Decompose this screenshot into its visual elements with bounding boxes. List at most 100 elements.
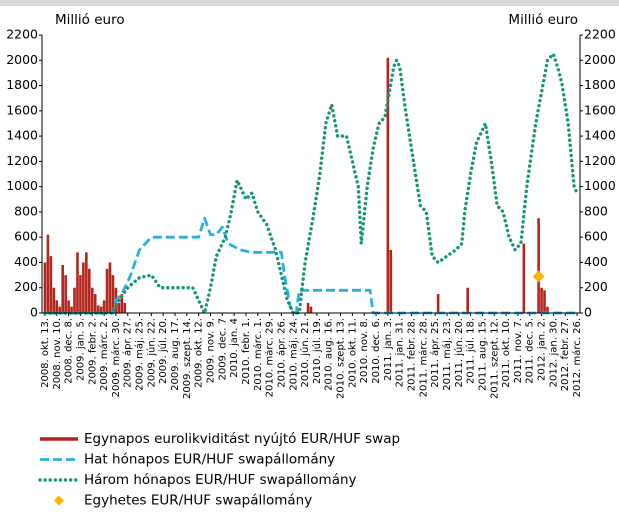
y2-tick-label: 1200 (584, 153, 616, 168)
bar (309, 306, 313, 313)
bar (108, 262, 112, 313)
y-tick-label: 1400 (6, 128, 38, 143)
x-tick-label: 2010. jún. 21. (299, 318, 311, 388)
x-tick-label: 2011. szept. 12. (489, 318, 500, 399)
y-axis-label: Millió euro (55, 12, 125, 28)
x-tick-label: 2010. febr. 1. (241, 318, 252, 385)
legend-label: Hat hónapos EUR/HUF swapállomány (84, 452, 335, 468)
x-tick-label: 2011. jan. 31. (395, 318, 406, 387)
x-tick-label: 2010. dec. 6. (371, 318, 382, 384)
x-tick-label: 2010. ápr. 26. (275, 318, 287, 388)
bar (70, 306, 73, 313)
bar (537, 218, 540, 313)
bar (58, 306, 62, 313)
bar (87, 268, 91, 313)
x-tick-label: 2012. febr. 27. (560, 318, 571, 391)
y2-tick-label: 0 (584, 305, 592, 320)
y2-tick-label: 1800 (584, 77, 616, 92)
x-tick-label: 2011. júl. 18. (465, 318, 477, 384)
bar (389, 249, 393, 313)
x-tick-label: 2009. aug. 17. (170, 318, 181, 391)
bar (543, 290, 546, 313)
x-tick-label: 2011. jún. 20. (453, 318, 465, 388)
x-tick-label: 2011. okt. 10. (501, 318, 512, 388)
y2-tick-label: 200 (584, 279, 608, 294)
y2-tick-label: 2000 (584, 52, 616, 67)
y2-axis-label: Millió euro (508, 12, 578, 28)
top-band (0, 0, 619, 6)
bar (306, 302, 310, 313)
x-tick-label: 2008. nov. 10. (52, 318, 63, 390)
x-tick-label: 2010. júl. 19. (311, 318, 323, 384)
x-tick-label: 2010. máj. 24. (287, 318, 299, 391)
x-tick-label: 2009. júl. 20. (157, 318, 169, 384)
bar (90, 287, 94, 313)
x-tick-label: 2009. márc. 30. (110, 318, 122, 397)
x-tick-label: 2010. szept. 13. (336, 318, 347, 399)
diamond-point (532, 270, 545, 283)
bar (105, 268, 109, 313)
x-tick-label: 2011. febr. 28. (407, 318, 418, 391)
y-tick-label: 1600 (6, 102, 38, 117)
x-tick-label: 2011. márc. 28. (417, 318, 429, 397)
bar (61, 264, 64, 313)
bar (64, 275, 67, 313)
bar (111, 275, 115, 313)
bar (55, 300, 59, 313)
y2-tick-label: 800 (584, 203, 608, 218)
y-tick-label: 600 (14, 229, 38, 244)
x-tick-label: 2009. szept. 14. (182, 318, 193, 399)
x-tick-label: 2010. okt. 11. (347, 318, 358, 388)
legend-label: Egyhetes EUR/HUF swapállomány (84, 493, 312, 509)
bar (67, 300, 70, 313)
x-tick-label: 2011. nov. 7. (513, 318, 524, 383)
bar (79, 275, 82, 313)
y2-tick-label: 1600 (584, 102, 616, 117)
y2-tick-label: 400 (584, 254, 608, 269)
x-tick-label: 2010. jan. 4 (229, 318, 240, 378)
bar (546, 306, 549, 313)
bar (522, 243, 526, 313)
y-tick-label: 2000 (6, 52, 38, 67)
y-tick-label: 2200 (6, 27, 38, 42)
bar (102, 300, 106, 313)
bar (466, 287, 469, 313)
x-tick-label: 2011. máj. 23. (441, 318, 453, 391)
bar (85, 252, 88, 313)
line-dotted (43, 52, 579, 315)
y-tick-label: 1800 (6, 77, 38, 92)
bar (76, 252, 79, 313)
x-tick-label: 2009. okt. 12. (194, 318, 205, 388)
x-tick-label: 2009. dec. 7 (217, 318, 228, 381)
x-tick-label: 2008. okt. 13. (40, 318, 51, 388)
x-tick-label: 2012. márc. 26. (571, 318, 583, 397)
x-tick-label: 2011. aug. 15. (477, 318, 488, 391)
bar (386, 57, 390, 313)
x-tick-label: 2009. máj. 25. (134, 318, 146, 391)
legend-label: Egynapos eurolikviditást nyújtó EUR/HUF … (84, 431, 400, 447)
x-tick-label: 2011. ápr. 25. (429, 318, 441, 388)
bar (82, 262, 85, 313)
x-tick-label: 2009. nov. 9. (205, 318, 216, 383)
y-tick-label: 1200 (6, 153, 38, 168)
y-tick-label: 400 (14, 254, 38, 269)
bar (49, 256, 53, 313)
x-tick-label: 2010. nov. 8. (359, 318, 370, 383)
x-tick-label: 2012. jan. 2. (537, 318, 548, 381)
x-tick-label: 2009. jan. 5. (75, 318, 86, 381)
x-tick-label: 2011. jan. 3. (383, 318, 394, 381)
y-tick-label: 1000 (6, 178, 38, 193)
y2-tick-label: 1400 (584, 128, 616, 143)
bar (436, 294, 440, 313)
bar (540, 287, 543, 313)
bar (99, 306, 103, 313)
y-tick-label: 200 (14, 279, 38, 294)
bar (120, 294, 124, 313)
bar (123, 302, 127, 313)
bar (43, 262, 47, 313)
bar (96, 305, 100, 313)
legend-label: Három hónapos EUR/HUF swapállomány (84, 472, 357, 488)
x-tick-label: 2009. febr. 2. (87, 318, 98, 385)
x-tick-label: 2009. ápr. 27. (122, 318, 134, 388)
